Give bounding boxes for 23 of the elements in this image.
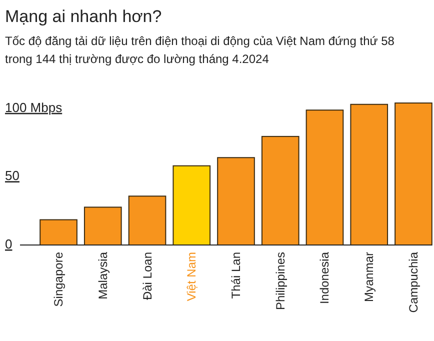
y-tick-label: 100 Mbps (5, 100, 63, 115)
x-tick-label: Thái Lan (229, 252, 243, 299)
x-tick-label: Singapore (52, 252, 66, 307)
chart-title: Mạng ai nhanh hơn? (5, 7, 162, 26)
bar (172, 165, 211, 246)
chart-subtitle: Tốc độ đăng tải dữ liệu trên điện thoại di động của Việt Nam đứng thứ 58 trong 144 thị trường được đo lường tháng 4.2024 (5, 34, 395, 66)
x-tick-label: Đài Loan (140, 252, 154, 300)
y-tick-label: 0 (5, 236, 12, 252)
y-tick-label: 50 (5, 168, 20, 184)
bar (350, 104, 388, 246)
x-tick-label: Philippines (273, 252, 288, 310)
x-tick-label: Myanmar (362, 252, 376, 302)
bar (261, 136, 300, 246)
bar (394, 102, 432, 246)
x-tick-label: Campuchia (406, 252, 420, 313)
x-tick-label: Việt Nam (184, 252, 199, 302)
x-tick-label: Malaysia (96, 252, 110, 300)
bar (84, 206, 122, 246)
bar (217, 157, 255, 246)
x-tick-label: Indonesia (318, 252, 332, 304)
bar (306, 110, 344, 246)
bar (40, 219, 78, 246)
bar (128, 196, 166, 246)
